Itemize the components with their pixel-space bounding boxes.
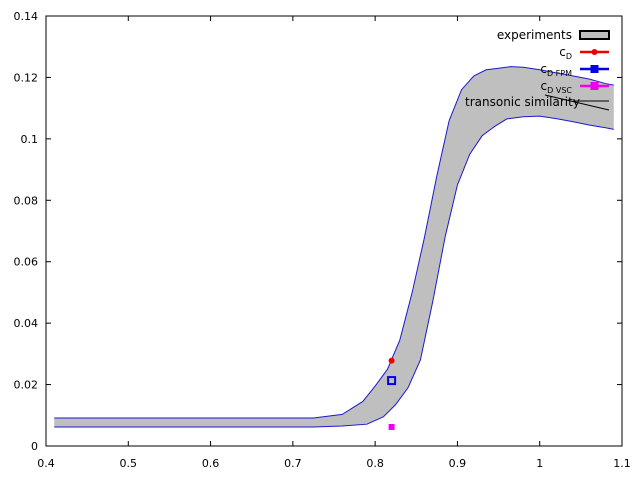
x-tick-label-5: 0.9: [449, 457, 467, 470]
x-tick-label-2: 0.6: [202, 457, 220, 470]
data-point-1-0: [387, 376, 397, 386]
y-tick-label-1: 0.02: [14, 379, 39, 392]
legend-label-2: cD FPM: [540, 62, 572, 78]
plot-frame: [45, 15, 623, 447]
annotation-line-lower: [544, 94, 610, 111]
plot-area: [54, 66, 614, 430]
x-axis: 0.4 0.5 0.6 0.7 0.8 0.9 1 1.1: [37, 16, 631, 470]
legend-label-0: experiments: [497, 28, 572, 42]
experiments-lower-edge: [54, 115, 614, 428]
y-tick-label-7: 0.14: [14, 10, 39, 23]
legend-marker-2: [590, 65, 599, 73]
y-axis: 0 0.02 0.04 0.06 0.08 0.1 0.12 0.14: [14, 10, 622, 453]
legend-swatch-0: [579, 30, 610, 40]
x-tick-label-6: 1: [536, 457, 543, 470]
legend-marker-3: [590, 82, 599, 90]
y-tick-label-2: 0.04: [14, 317, 39, 330]
y-tick-label-4: 0.08: [14, 194, 39, 207]
y-tick-label-5: 0.1: [21, 133, 39, 146]
data-point-2-0: [388, 423, 395, 430]
x-tick-label-7: 1.1: [613, 457, 631, 470]
x-tick-label-3: 0.7: [284, 457, 302, 470]
experiments-band: [54, 66, 614, 427]
y-tick-label-6: 0.12: [14, 71, 39, 84]
experiments-upper-edge: [54, 66, 614, 419]
annotation-label: transonic similarity: [465, 95, 580, 109]
y-tick-label-0: 0: [31, 440, 38, 453]
y-tick-label-3: 0.06: [14, 256, 39, 269]
data-point-0-0: [388, 357, 395, 364]
x-tick-label-1: 0.5: [120, 457, 138, 470]
legend-marker-1: [591, 49, 598, 55]
legend-label-1: cD: [559, 45, 572, 61]
x-tick-label-4: 0.8: [366, 457, 384, 470]
data-points: [387, 357, 397, 430]
x-tick-label-0: 0.4: [37, 457, 55, 470]
annotation: transonic similarity: [465, 94, 610, 111]
